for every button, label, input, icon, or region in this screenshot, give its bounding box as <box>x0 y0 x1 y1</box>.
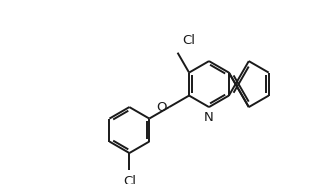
Text: Cl: Cl <box>182 34 195 47</box>
Text: Cl: Cl <box>123 175 136 184</box>
Text: O: O <box>156 101 167 114</box>
Text: N: N <box>204 111 214 124</box>
